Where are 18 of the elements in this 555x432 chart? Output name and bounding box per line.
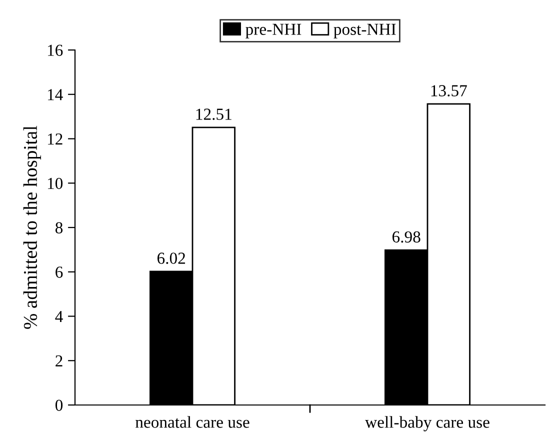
legend-label: post-NHI <box>334 24 396 38</box>
y-tick-label: 12 <box>48 133 62 145</box>
y-tick-label: 6 <box>56 266 63 278</box>
data-label: 6.98 <box>392 231 420 243</box>
data-label: 12.51 <box>196 108 232 120</box>
y-tick-label: 0 <box>55 400 63 411</box>
x-tick-label: neonatal care use <box>136 416 250 428</box>
y-tick-label: 16 <box>48 44 63 56</box>
y-tick-label: 14 <box>48 89 63 100</box>
y-tick-label: 8 <box>55 222 63 234</box>
x-tick-label: well-baby care use <box>365 416 490 432</box>
legend-label: pre-NHI <box>246 24 302 38</box>
data-label: 13.57 <box>431 85 467 96</box>
y-tick-label: 2 <box>56 355 62 366</box>
y-tick-label: 10 <box>48 178 63 190</box>
y-tick-label: 4 <box>55 311 63 322</box>
data-label: 6.02 <box>157 252 186 264</box>
y-axis-title: % admitted to the hospital <box>23 126 41 329</box>
